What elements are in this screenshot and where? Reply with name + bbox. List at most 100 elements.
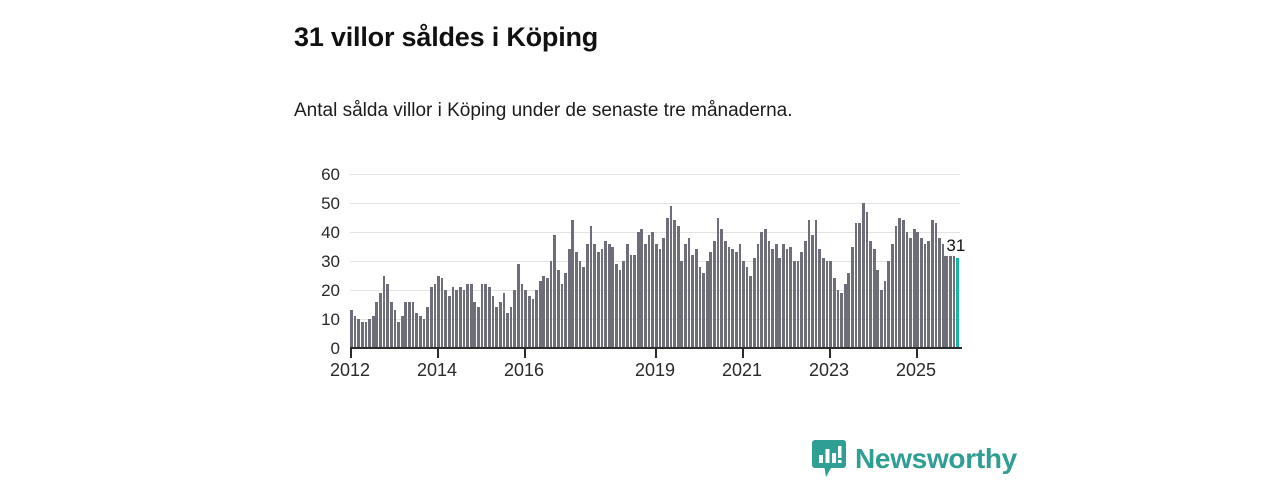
newsworthy-logo[interactable]: Newsworthy	[812, 440, 1017, 478]
bar	[480, 284, 484, 348]
bar	[680, 261, 684, 348]
bar	[509, 307, 513, 348]
bar	[527, 295, 531, 348]
bar	[832, 278, 836, 348]
bar	[731, 249, 734, 348]
bar	[800, 252, 803, 348]
y-axis-tick-label: 20	[321, 281, 340, 300]
bar	[847, 272, 851, 348]
x-axis-tick-mark	[829, 349, 831, 358]
bar	[745, 266, 749, 348]
bar	[829, 261, 832, 348]
bar	[437, 275, 440, 348]
bar	[571, 220, 575, 348]
bar	[426, 307, 429, 348]
bar	[825, 261, 829, 348]
bar	[941, 243, 945, 348]
bar	[723, 240, 727, 348]
bar	[840, 292, 843, 348]
bar	[618, 269, 622, 348]
plot-area	[350, 174, 960, 348]
bar	[814, 220, 818, 348]
bar	[811, 234, 814, 348]
bar	[491, 295, 495, 348]
bar	[912, 229, 916, 348]
bar	[658, 249, 662, 348]
bar	[353, 316, 357, 348]
bar	[662, 237, 665, 348]
bar	[920, 237, 923, 348]
bar	[705, 261, 709, 348]
bar	[502, 292, 506, 348]
bar	[843, 284, 847, 348]
bar	[600, 249, 604, 348]
y-axis-tick-labels: 0 10 20 30 40 50 60	[296, 166, 340, 357]
bar	[622, 261, 626, 348]
bar	[738, 243, 742, 348]
bar	[549, 261, 553, 348]
bar	[455, 290, 459, 348]
bar	[556, 269, 560, 348]
bar	[371, 316, 375, 348]
bar	[546, 278, 549, 348]
bar	[575, 252, 578, 348]
bar	[836, 290, 840, 348]
bar	[473, 301, 477, 348]
bar	[379, 292, 382, 348]
bar	[607, 243, 611, 348]
bar	[869, 240, 872, 348]
bar	[350, 310, 353, 348]
bar	[923, 243, 927, 348]
bar	[665, 217, 669, 348]
bar	[397, 321, 400, 348]
bar	[938, 237, 941, 348]
bar	[909, 237, 912, 348]
bar	[448, 295, 451, 348]
bar	[865, 211, 869, 348]
bar	[872, 249, 876, 348]
y-axis-tick-label: 10	[321, 310, 340, 329]
bar	[520, 284, 524, 348]
bar	[734, 252, 738, 348]
bar	[466, 284, 469, 348]
bar	[564, 272, 567, 348]
bar	[408, 301, 411, 348]
bar	[727, 246, 731, 348]
bar-highlighted	[956, 258, 960, 348]
bar	[375, 301, 379, 348]
bar	[429, 287, 433, 348]
bar	[411, 301, 415, 348]
bar	[531, 298, 535, 348]
x-axis-tick-mark	[350, 349, 352, 358]
bar	[785, 249, 789, 348]
bar	[382, 275, 386, 348]
bar	[647, 234, 651, 348]
x-axis-tick-label: 2023	[808, 360, 850, 380]
bar	[778, 258, 782, 348]
bar	[651, 232, 655, 348]
bar	[567, 249, 571, 348]
bar	[462, 290, 466, 348]
bar	[640, 229, 644, 348]
bar	[487, 287, 491, 348]
bar	[742, 261, 745, 348]
y-axis-tick-label: 0	[330, 339, 340, 358]
bar	[807, 220, 811, 348]
bar	[771, 249, 774, 348]
bar	[861, 203, 865, 348]
bar	[883, 281, 887, 348]
bar	[440, 278, 444, 348]
bar	[782, 243, 785, 348]
bar	[716, 217, 720, 348]
bar	[876, 269, 880, 348]
bar	[687, 237, 691, 348]
gridline	[350, 232, 960, 233]
gridline	[350, 203, 960, 204]
bar	[368, 319, 371, 348]
bar	[578, 261, 582, 348]
bar	[535, 290, 538, 348]
bar-chart-speech-bubble-icon	[812, 440, 846, 477]
x-axis-tick-label: 2021	[721, 360, 763, 380]
bar	[422, 319, 426, 348]
y-axis-tick-label: 60	[321, 165, 340, 184]
